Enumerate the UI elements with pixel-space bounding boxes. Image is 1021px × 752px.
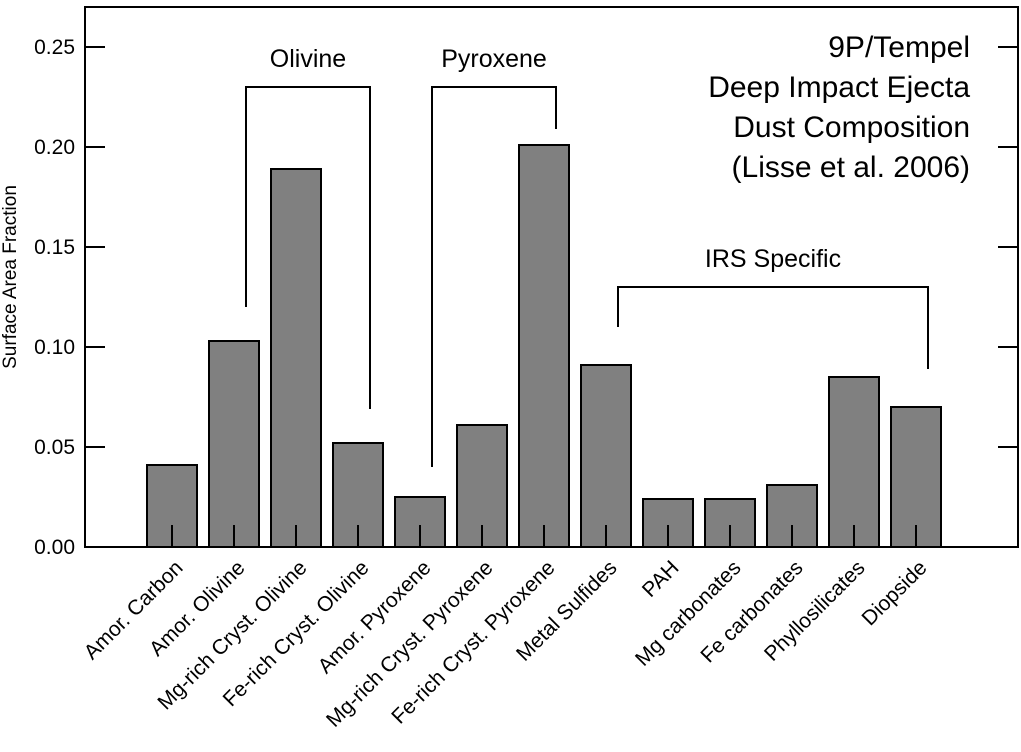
y-tick-label: 0.10 <box>34 336 75 359</box>
bar <box>270 168 322 548</box>
title-line: Deep Impact Ejecta <box>708 71 970 104</box>
bar <box>828 376 880 548</box>
plot-frame <box>84 6 1019 548</box>
title-line: (Lisse et al. 2006) <box>732 151 970 184</box>
bar <box>208 340 260 548</box>
category-label: Mg carbonates <box>631 556 745 670</box>
group-brackets: Olivine Pyroxene IRS Specific <box>245 45 929 467</box>
category-label: PAH <box>638 556 684 602</box>
group-bracket <box>245 86 371 409</box>
y-tick-label: 0.00 <box>34 536 75 559</box>
group-label: IRS Specific <box>705 245 841 273</box>
group-label: Olivine <box>270 45 346 73</box>
group-label: Pyroxene <box>441 45 547 73</box>
bar <box>518 144 570 548</box>
bar <box>580 364 632 548</box>
group-bracket <box>431 86 557 467</box>
bar <box>890 406 942 548</box>
y-tick-label: 0.20 <box>34 136 75 159</box>
y-tick-label: 0.05 <box>34 436 75 459</box>
title-line: Dust Composition <box>733 111 970 144</box>
group-bracket <box>617 286 929 369</box>
y-tick-label: 0.25 <box>34 36 75 59</box>
title-line: 9P/Tempel <box>828 31 970 64</box>
category-label: Diopside <box>857 556 931 630</box>
y-tick-label: 0.15 <box>34 236 75 259</box>
chart-title: 9P/Tempel Deep Impact Ejecta Dust Composit… <box>708 31 970 184</box>
category-label: Amor. Pyroxene <box>314 556 436 678</box>
y-tick-labels: 0.00 0.05 0.10 0.15 0.20 0.25 <box>34 36 75 559</box>
bars-layer <box>146 144 942 548</box>
y-axis-label: Surface Area Fraction <box>0 185 21 369</box>
axis-ticks <box>85 46 1018 548</box>
